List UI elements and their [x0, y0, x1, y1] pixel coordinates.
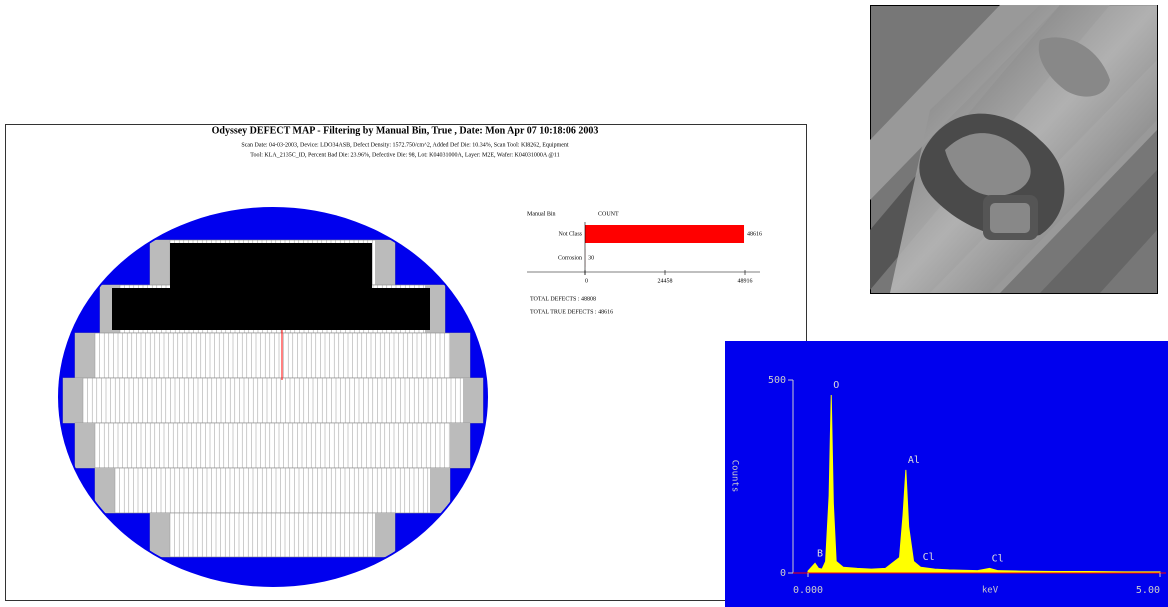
category-label: Corrosion — [558, 255, 582, 261]
die-row — [95, 468, 450, 513]
edge-die — [75, 423, 95, 468]
header: COUNT — [598, 211, 619, 217]
edge-die — [463, 378, 483, 423]
edge-die — [63, 378, 83, 423]
die-row — [75, 333, 470, 378]
x-tick-label: 24458 — [658, 278, 673, 284]
peak-label: Cl — [923, 552, 935, 563]
edge-die — [75, 333, 95, 378]
header: Manual Bin — [527, 211, 556, 217]
edge-die — [150, 513, 170, 557]
edge-die — [375, 513, 395, 557]
defect-cluster — [170, 243, 372, 288]
die-row — [63, 378, 483, 423]
defect-cluster — [112, 288, 430, 330]
category-label: Not Class — [558, 231, 582, 237]
edge-die — [450, 423, 470, 468]
page: Odyssey DEFECT MAP - Filtering by Manual… — [0, 0, 1168, 607]
defect-map-info: Tool: KLA_2135C_ID, Percent Bad Die: 23.… — [250, 151, 559, 158]
edge-die — [150, 240, 170, 285]
spectrum-panel — [725, 341, 1168, 607]
total-label: TOTAL DEFECTS : 48808 — [530, 296, 596, 302]
value-label: 30 — [588, 255, 594, 261]
x-tick-label: 48916 — [738, 278, 753, 284]
x-tick-label: 5.00 — [1136, 585, 1160, 596]
bar — [585, 225, 744, 243]
peak-label: Cl — [992, 553, 1004, 564]
edge-die — [450, 333, 470, 378]
die-row — [75, 423, 470, 468]
peak-label: B — [817, 548, 823, 559]
defect-map-title: Odyssey DEFECT MAP - Filtering by Manual… — [212, 125, 599, 136]
peak-label: O — [833, 380, 839, 391]
wafer-dies — [63, 240, 483, 557]
die-row — [150, 513, 395, 557]
canvas: Odyssey DEFECT MAP - Filtering by Manual… — [0, 0, 1168, 607]
sem-image — [870, 5, 1158, 294]
y-tick-label: 0 — [780, 568, 786, 579]
y-axis-label: Counts — [730, 460, 740, 493]
y-tick-label: 500 — [768, 375, 786, 386]
edge-die — [375, 240, 395, 285]
x-tick-label: 0 — [585, 278, 588, 284]
defect-map-info: Scan Date: 04-03-2003, Device: LDO34ASB,… — [241, 141, 569, 148]
x-tick-label: 0.000 — [793, 585, 823, 596]
total-label: TOTAL TRUE DEFECTS : 48616 — [530, 309, 613, 315]
x-axis-label: keV — [982, 586, 999, 596]
value-label: 48616 — [747, 231, 762, 237]
peak-label: Al — [908, 455, 920, 466]
